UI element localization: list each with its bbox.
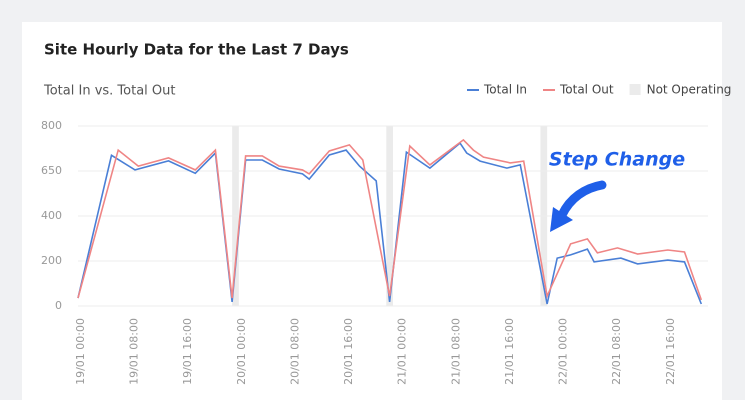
x-tick-label: 21/01 08:00 <box>449 318 462 385</box>
x-tick-label: 19/01 00:00 <box>74 318 87 385</box>
x-tick-label: 21/01 16:00 <box>503 318 516 385</box>
x-tick-label: 22/01 00:00 <box>557 318 570 385</box>
legend-swatch <box>629 84 641 95</box>
y-tick-label: 400 <box>41 209 62 222</box>
annotation: Step Change <box>549 149 685 171</box>
legend: Total In Total Out Not Operating <box>467 83 731 97</box>
annotation-arrow <box>557 180 607 220</box>
y-tick-label: 200 <box>41 254 62 267</box>
annotation-arrowhead <box>550 207 573 232</box>
x-tick-label: 20/01 00:00 <box>235 318 248 385</box>
y-tick-label: 650 <box>41 164 62 177</box>
series-line <box>77 138 703 301</box>
chart-title: Site Hourly Data for the Last 7 Days <box>44 41 349 59</box>
x-tick-label: 22/01 16:00 <box>664 318 677 385</box>
plot: 0 200 400 650 800 19/01 00:00 19/01 08:00 19/01… <box>41 119 708 385</box>
x-tick-label: 20/01 16:00 <box>342 318 355 385</box>
legend-label: Total In <box>483 83 527 97</box>
x-tick-label: 21/01 00:00 <box>396 318 409 385</box>
x-tick-label: 22/01 08:00 <box>610 318 623 385</box>
y-tick-label: 0 <box>55 299 62 312</box>
y-tick-label: 800 <box>41 119 62 132</box>
legend-label: Not Operating <box>647 83 732 97</box>
legend-label: Total Out <box>559 83 614 97</box>
x-tick-label: 20/01 08:00 <box>288 318 301 385</box>
chart-subtitle: Total In vs. Total Out <box>43 84 176 99</box>
x-tick-label: 19/01 16:00 <box>181 318 194 385</box>
x-tick-label: 19/01 08:00 <box>128 318 141 385</box>
card <box>22 22 722 400</box>
